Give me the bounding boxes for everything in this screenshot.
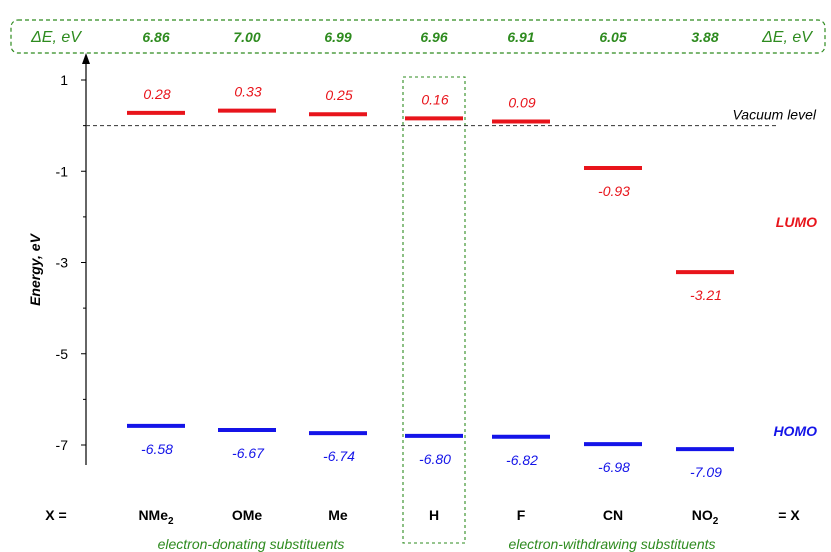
homo-value-nme2: -6.58 (141, 441, 173, 457)
x-tick-label-main: NO (692, 507, 713, 523)
lumo-value-f: 0.09 (508, 95, 535, 111)
energy-levels: 0.28 0.33 0.25 0.16 0.09 -0.93 -3.21 -6.58 -6.67… (127, 84, 817, 480)
x-tick-label-main: F (517, 507, 526, 523)
lumo-value-cn: -0.93 (598, 183, 630, 199)
x-tick-label-subscript: 2 (168, 516, 174, 527)
x-tick-label-ome: OMe (232, 507, 263, 523)
homo-value-cn: -6.98 (598, 459, 630, 475)
y-tick-label: -7 (56, 437, 69, 453)
group-label-withdrawing: electron-withdrawing substituents (509, 536, 716, 552)
x-tick-label-f: F (517, 507, 526, 523)
gap-value-ome: 7.00 (233, 29, 260, 45)
x-tick-label-main: OMe (232, 507, 263, 523)
x-tick-label-subscript: 2 (713, 516, 719, 527)
homo-value-ome: -6.67 (232, 445, 265, 461)
lumo-value-no2: -3.21 (690, 287, 722, 303)
homo-value-h: -6.80 (419, 451, 451, 467)
gap-value-no2: 3.88 (691, 29, 718, 45)
gap-value-h: 6.96 (420, 29, 447, 45)
homo-value-f: -6.82 (506, 452, 538, 468)
lumo-value-nme2: 0.28 (143, 86, 170, 102)
gap-header-label-right: ΔE, eV (761, 29, 813, 46)
x-tick-label-main: NMe (138, 507, 168, 523)
y-tick-label: -1 (56, 163, 69, 179)
x-left-label: X = (45, 507, 66, 523)
gap-header-label-left: ΔE, eV (30, 29, 82, 46)
vacuum-level-label: Vacuum level (732, 107, 816, 123)
group-labels: electron-donating substituents electron-w… (158, 536, 716, 552)
lumo-value-h: 0.16 (421, 91, 448, 107)
y-axis-title: Energy, eV (27, 232, 43, 306)
gap-header-box: ΔE, eV ΔE, eV 6.86 7.00 6.99 6.96 6.91 6.05 3.88 (10, 19, 826, 54)
y-tick-label: 1 (60, 72, 68, 88)
gap-value-f: 6.91 (507, 29, 534, 45)
y-tick-label: -3 (56, 255, 69, 271)
homo-value-me: -6.74 (323, 448, 355, 464)
y-axis-arrow (82, 53, 90, 64)
homo-series-label: HOMO (773, 423, 817, 439)
x-tick-label-cn: CN (603, 507, 623, 523)
y-axis: 1 -1 -3 -5 -7 Energy, eV (27, 53, 90, 465)
gap-value-nme2: 6.86 (142, 29, 169, 45)
x-tick-label-nme2: NMe2 (138, 507, 174, 527)
homo-value-no2: -7.09 (690, 464, 722, 480)
y-tick-label: -5 (56, 346, 69, 362)
lumo-series-label: LUMO (776, 214, 817, 230)
highlight-group (402, 76, 466, 544)
lumo-value-ome: 0.33 (234, 84, 261, 100)
gap-header-border (10, 19, 826, 54)
highlight-box-h (402, 76, 466, 544)
x-tick-label-no2: NO2 (692, 507, 719, 527)
x-tick-label-me: Me (328, 507, 348, 523)
lumo-value-me: 0.25 (325, 87, 352, 103)
gap-value-cn: 6.05 (599, 29, 626, 45)
gap-value-me: 6.99 (324, 29, 351, 45)
x-tick-label-main: Me (328, 507, 348, 523)
vacuum-level-group: Vacuum level (86, 107, 817, 127)
x-right-label: = X (778, 507, 800, 523)
x-tick-label-h: H (429, 507, 439, 523)
x-tick-label-main: CN (603, 507, 623, 523)
x-tick-label-main: H (429, 507, 439, 523)
group-label-donating: electron-donating substituents (158, 536, 345, 552)
